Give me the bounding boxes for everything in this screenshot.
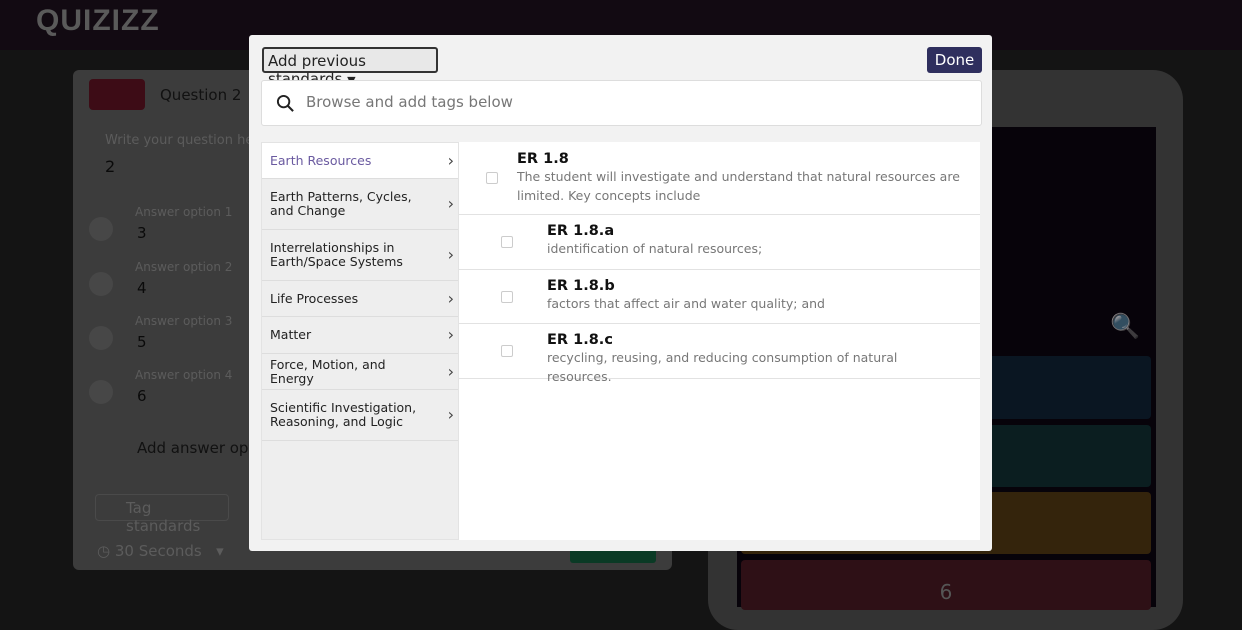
standard-row[interactable]: ER 1.8 The student will investigate and … — [459, 142, 980, 215]
search-box — [261, 80, 982, 126]
check-icon[interactable] — [89, 326, 113, 350]
chevron-right-icon: › — [447, 288, 454, 308]
tag-standards-button[interactable]: Tag standards — [95, 494, 229, 535]
standard-code: ER 1.8 — [517, 151, 569, 167]
category-interrelationships[interactable]: Interrelationships in Earth/Space System… — [262, 230, 458, 281]
standard-checkbox[interactable] — [486, 172, 498, 184]
chevron-right-icon: › — [447, 405, 454, 424]
chevron-right-icon: › — [447, 150, 454, 170]
chevron-right-icon: › — [447, 361, 454, 381]
check-icon[interactable] — [89, 380, 113, 404]
check-icon[interactable] — [89, 272, 113, 296]
category-earth-patterns[interactable]: Earth Patterns, Cycles, and Change › — [262, 179, 458, 230]
timer-select[interactable]: ◷ 30 Seconds ▾ — [97, 542, 224, 560]
chevron-right-icon: › — [447, 325, 454, 344]
standard-checkbox[interactable] — [501, 291, 513, 303]
category-label: Matter — [270, 327, 312, 342]
category-label: Scientific Investigation, Reasoning, and… — [270, 400, 417, 429]
category-life-processes[interactable]: Life Processes › — [262, 281, 458, 317]
preview-option: 6 — [741, 560, 1151, 610]
answer-value[interactable]: 4 — [137, 279, 147, 297]
answer-option[interactable]: Answer option 2 4 — [89, 260, 649, 314]
standard-row[interactable]: ER 1.8.b factors that affect air and wat… — [459, 270, 980, 324]
standards-modal: Add previous standards ▼ Done Earth Reso… — [249, 35, 992, 551]
question-input[interactable]: 2 — [105, 157, 116, 176]
standard-description: The student will investigate and underst… — [517, 169, 960, 203]
caret-down-icon: ▾ — [216, 542, 224, 560]
answer-value[interactable]: 3 — [137, 224, 147, 242]
add-answer-button[interactable]: Add answer option — [137, 439, 278, 457]
standard-code: ER 1.8.c — [547, 332, 613, 348]
category-label: Earth Resources — [270, 152, 372, 168]
done-button[interactable]: Done — [927, 47, 982, 73]
answer-value[interactable]: 6 — [137, 387, 147, 405]
standard-code: ER 1.8.a — [547, 223, 615, 239]
chevron-right-icon: › — [447, 245, 454, 264]
chevron-right-icon: › — [447, 194, 454, 213]
question-label: Question 2 — [160, 86, 242, 104]
question-type-button[interactable] — [89, 79, 145, 110]
category-earth-resources[interactable]: Earth Resources › — [262, 143, 458, 179]
answer-option[interactable]: Answer option 4 6 — [89, 368, 649, 422]
category-force-motion-energy[interactable]: Force, Motion, and Energy › — [262, 354, 458, 390]
category-matter[interactable]: Matter › — [262, 317, 458, 354]
search-input[interactable] — [306, 93, 906, 111]
standard-description: recycling, reusing, and reducing consump… — [547, 350, 898, 384]
category-label: Life Processes — [270, 290, 359, 306]
answer-hint: Answer option 4 — [135, 368, 233, 382]
category-label: Force, Motion, and Energy — [270, 356, 386, 386]
answer-hint: Answer option 3 — [135, 314, 233, 328]
standard-description: factors that affect air and water qualit… — [547, 296, 825, 311]
standard-description: identification of natural resources; — [547, 241, 763, 256]
standard-row[interactable]: ER 1.8.c recycling, reusing, and reducin… — [459, 324, 980, 384]
category-label: Earth Patterns, Cycles, and Change — [270, 189, 412, 218]
search-icon — [276, 94, 294, 112]
answer-hint: Answer option 1 — [135, 205, 233, 219]
category-label: Interrelationships in Earth/Space System… — [270, 240, 403, 269]
standard-code: ER 1.8.b — [547, 278, 615, 294]
category-list: Earth Resources › Earth Patterns, Cycles,… — [261, 142, 459, 540]
preview-option-text: 6 — [939, 580, 953, 604]
check-icon[interactable] — [89, 217, 113, 241]
answer-hint: Answer option 2 — [135, 260, 233, 274]
standard-checkbox[interactable] — [501, 236, 513, 248]
zoom-in-icon[interactable]: 🔍 — [1110, 312, 1140, 340]
answer-value[interactable]: 5 — [137, 333, 147, 351]
timer-value: 30 Seconds — [114, 542, 202, 560]
standard-checkbox[interactable] — [501, 345, 513, 357]
standards-list: ER 1.8 The student will investigate and … — [459, 142, 980, 540]
question-hint: Write your question here — [105, 133, 267, 148]
answer-option[interactable]: Answer option 1 3 — [89, 205, 649, 259]
answer-option[interactable]: Answer option 3 5 — [89, 314, 649, 368]
standard-row[interactable]: ER 1.8.a identification of natural resou… — [459, 215, 980, 270]
clock-icon: ◷ — [97, 542, 111, 560]
tag-standards-label: Tag standards — [126, 499, 201, 535]
category-scientific-investigation[interactable]: Scientific Investigation, Reasoning, and… — [262, 390, 458, 441]
previous-standards-dropdown[interactable]: Add previous standards ▼ — [262, 47, 438, 88]
quizizz-logo: QUIZIZZ — [36, 4, 160, 37]
